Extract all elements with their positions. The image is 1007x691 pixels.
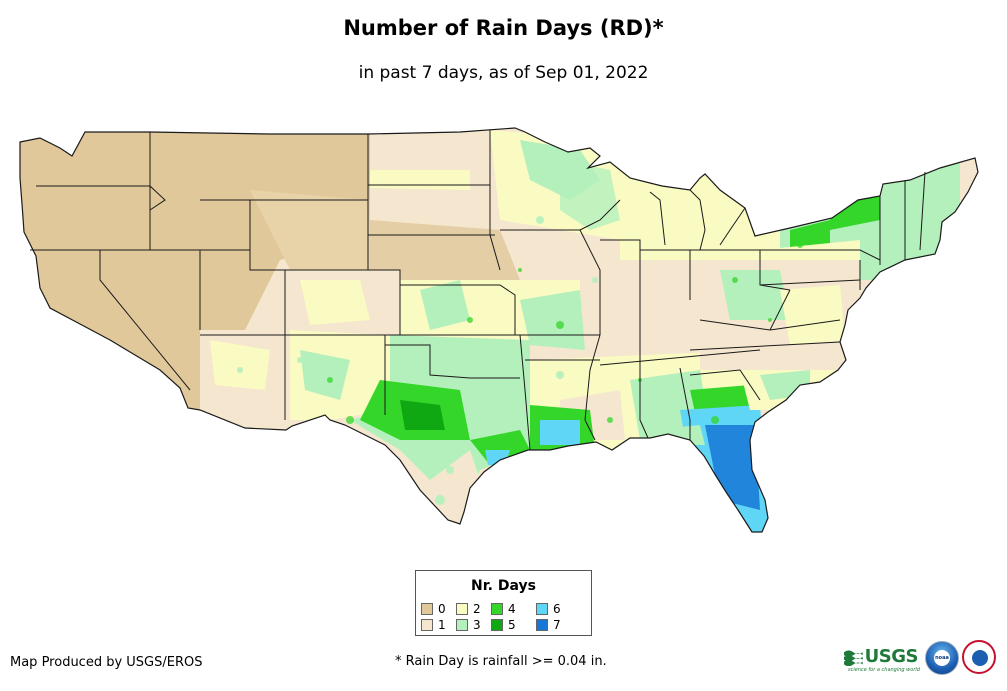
usgs-wordmark: USGS [864, 645, 919, 667]
noaa-wordmark: noaa [934, 650, 950, 666]
legend-label: 7 [553, 618, 561, 632]
legend-label: 4 [508, 602, 516, 616]
legend-item-7: 7 [536, 618, 561, 632]
usgs-wave-icon [844, 650, 863, 666]
conus-map-svg [19, 127, 979, 533]
legend-label: 0 [438, 602, 446, 616]
map-legend: Nr. Days 0 1 2 3 4 5 6 7 [415, 570, 592, 636]
legend-item-6: 6 [536, 602, 561, 616]
legend-item-5: 5 [491, 618, 516, 632]
legend-swatch [536, 619, 548, 631]
nws-inner-mark [971, 649, 989, 667]
legend-title: Nr. Days [471, 578, 536, 594]
noaa-logo: noaa [925, 641, 959, 675]
legend-item-4: 4 [491, 602, 516, 616]
legend-swatch [456, 603, 468, 615]
conus-map [0, 120, 1007, 550]
map-subtitle: in past 7 days, as of Sep 01, 2022 [358, 63, 649, 83]
legend-swatch [491, 603, 503, 615]
legend-swatch [456, 619, 468, 631]
usgs-logo: USGS [844, 643, 919, 669]
legend-item-1: 1 [421, 618, 446, 632]
footnote-text: * Rain Day is rainfall >= 0.04 in. [395, 654, 607, 669]
legend-swatch [491, 619, 503, 631]
map-title: Number of Rain Days (RD)* [343, 16, 664, 40]
nws-seal-icon [962, 640, 996, 674]
legend-swatch [421, 603, 433, 615]
legend-label: 5 [508, 618, 516, 632]
credit-text: Map Produced by USGS/EROS [10, 655, 203, 670]
legend-item-0: 0 [421, 602, 446, 616]
legend-label: 6 [553, 602, 561, 616]
legend-label: 1 [438, 618, 446, 632]
legend-item-3: 3 [456, 618, 481, 632]
legend-swatch [536, 603, 548, 615]
usgs-tagline: science for a changing world [848, 667, 920, 673]
legend-swatch [421, 619, 433, 631]
state-boundaries [19, 127, 979, 533]
legend-label: 3 [473, 618, 481, 632]
legend-item-2: 2 [456, 602, 481, 616]
legend-label: 2 [473, 602, 481, 616]
